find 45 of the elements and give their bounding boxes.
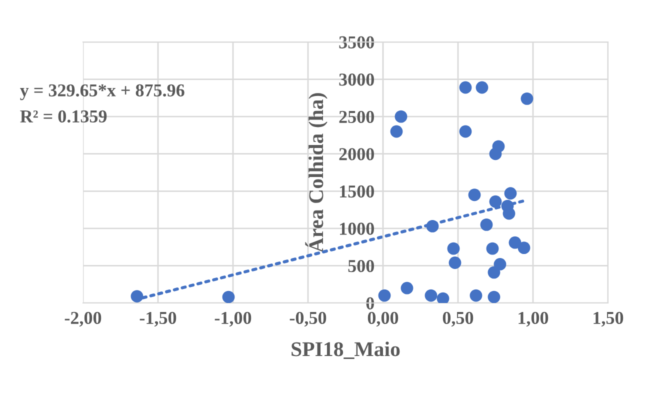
annotation: y = 329.65*x + 875.96 [20, 84, 184, 100]
point [508, 236, 522, 249]
x-tick-label: 1,00 [518, 312, 548, 327]
y-tick-label: 500 [348, 260, 374, 272]
point [459, 125, 472, 138]
point [222, 290, 235, 303]
y-tick-label: 1000 [340, 222, 374, 235]
point [448, 256, 462, 269]
annotation: R² = 0.1359 [20, 110, 107, 123]
point [494, 258, 506, 270]
point [436, 292, 450, 303]
point [489, 195, 502, 208]
point [400, 282, 414, 294]
point [426, 220, 439, 232]
point [520, 92, 534, 105]
y-tick-label: 2500 [339, 110, 374, 124]
y-tick-label: 3000 [339, 74, 374, 86]
point [130, 290, 144, 302]
x-tick-label: -2,00 [64, 312, 102, 327]
x-tick-label: 0,50 [442, 312, 474, 327]
point [394, 110, 408, 123]
point [468, 188, 481, 202]
point [504, 187, 517, 200]
point [486, 242, 499, 255]
point [502, 207, 516, 220]
y-tick-label: 1500 [340, 185, 374, 198]
x-tick-label: -1,50 [140, 312, 176, 327]
point [378, 289, 391, 302]
point [480, 218, 493, 231]
point [424, 289, 438, 302]
x-tick-label: 1,50 [594, 312, 624, 327]
x-axis-title: SPI18_Maio [292, 342, 400, 359]
point [492, 140, 505, 153]
point [476, 81, 488, 94]
x-tick-label: -0,50 [290, 312, 326, 327]
point [470, 289, 482, 302]
point [459, 81, 472, 94]
point [447, 242, 460, 255]
x-tick-label: -1,00 [214, 312, 252, 327]
point [390, 125, 403, 138]
y-axis-title: Área Colhida (ha) [305, 93, 328, 253]
x-tick-label: 0,00 [368, 312, 398, 327]
point [518, 242, 530, 254]
point [488, 290, 500, 303]
y-tick-label: 2000 [339, 148, 374, 160]
